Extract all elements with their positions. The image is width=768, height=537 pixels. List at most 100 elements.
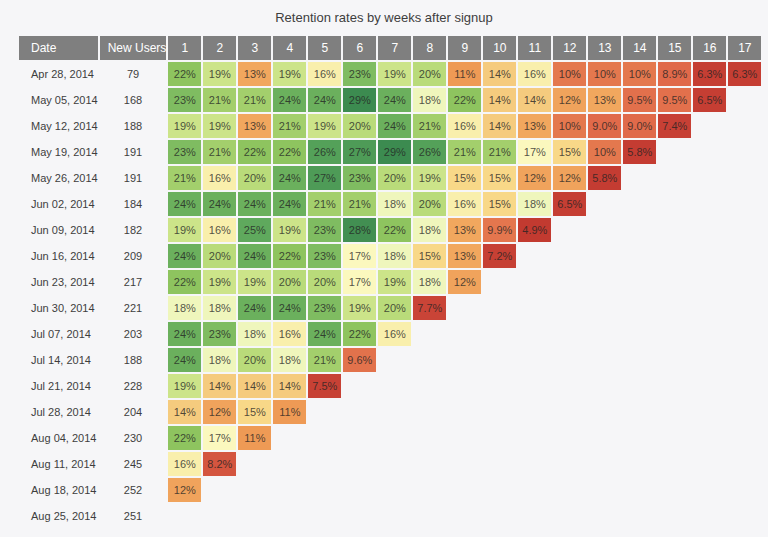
new-users-cell: 191 [100, 140, 167, 164]
empty-cell [413, 504, 446, 528]
empty-cell [448, 400, 481, 424]
retention-cell: 9.6% [343, 348, 376, 372]
empty-cell [483, 452, 516, 476]
empty-cell [693, 322, 726, 346]
empty-cell [623, 426, 656, 450]
empty-cell [553, 270, 586, 294]
column-header-week-11: 11 [518, 36, 551, 60]
empty-cell [553, 400, 586, 424]
cohort-row: Jul 28, 201420414%12%15%11% [19, 400, 761, 424]
retention-cell: 14% [483, 88, 516, 112]
empty-cell [623, 504, 656, 528]
empty-cell [343, 374, 376, 398]
empty-cell [658, 140, 691, 164]
retention-cell: 24% [273, 296, 306, 320]
retention-cell: 23% [308, 244, 341, 268]
empty-cell [588, 296, 621, 320]
empty-cell [623, 218, 656, 242]
cohort-date-cell: Jul 07, 2014 [19, 322, 98, 346]
retention-cell: 14% [518, 88, 551, 112]
retention-cell: 16% [168, 452, 201, 476]
empty-cell [588, 244, 621, 268]
retention-cell: 21% [168, 166, 201, 190]
retention-cell: 9.0% [588, 114, 621, 138]
retention-cell: 24% [378, 88, 411, 112]
empty-cell [273, 504, 306, 528]
new-users-cell: 203 [100, 322, 167, 346]
empty-cell [518, 504, 551, 528]
empty-cell [693, 192, 726, 216]
retention-cell: 18% [238, 322, 271, 346]
empty-cell [553, 478, 586, 502]
empty-cell [693, 244, 726, 268]
empty-cell [273, 452, 306, 476]
retention-cell: 16% [273, 322, 306, 346]
retention-cell: 21% [308, 348, 341, 372]
empty-cell [343, 452, 376, 476]
retention-cell: 24% [273, 88, 306, 112]
new-users-cell: 230 [100, 426, 167, 450]
retention-cell: 18% [203, 296, 236, 320]
empty-cell [658, 244, 691, 268]
cohort-row: May 26, 201419121%16%20%24%27%23%20%19%1… [19, 166, 761, 190]
cohort-date-cell: Aug 25, 2014 [19, 504, 98, 528]
cohort-row: Jun 30, 201422118%18%24%24%23%19%20%7.7% [19, 296, 761, 320]
retention-cell: 12% [518, 166, 551, 190]
new-users-cell: 184 [100, 192, 167, 216]
retention-cell: 12% [553, 166, 586, 190]
empty-cell [728, 192, 761, 216]
empty-cell [413, 426, 446, 450]
empty-cell [483, 322, 516, 346]
cohort-date-cell: Jul 28, 2014 [19, 400, 98, 424]
empty-cell [553, 244, 586, 268]
cohort-row: Aug 18, 201425212% [19, 478, 761, 502]
cohort-date-cell: Jul 14, 2014 [19, 348, 98, 372]
cohort-row: May 19, 201419123%21%22%22%26%27%29%26%2… [19, 140, 761, 164]
empty-cell [728, 244, 761, 268]
empty-cell [693, 296, 726, 320]
empty-cell [203, 504, 236, 528]
retention-cell: 20% [378, 296, 411, 320]
empty-cell [553, 296, 586, 320]
retention-cell: 14% [203, 374, 236, 398]
new-users-cell: 217 [100, 270, 167, 294]
empty-cell [588, 426, 621, 450]
empty-cell [728, 166, 761, 190]
retention-cell: 19% [378, 62, 411, 86]
retention-cell: 18% [168, 296, 201, 320]
retention-cell: 11% [448, 62, 481, 86]
empty-cell [413, 374, 446, 398]
empty-cell [693, 400, 726, 424]
empty-cell [238, 452, 271, 476]
empty-cell [588, 218, 621, 242]
empty-cell [728, 348, 761, 372]
retention-cell: 19% [378, 270, 411, 294]
retention-cell: 25% [238, 218, 271, 242]
retention-cell: 24% [168, 244, 201, 268]
empty-cell [518, 452, 551, 476]
empty-cell [518, 478, 551, 502]
empty-cell [238, 478, 271, 502]
empty-cell [483, 426, 516, 450]
empty-cell [658, 400, 691, 424]
retention-cell: 24% [238, 192, 271, 216]
column-header-week-8: 8 [413, 36, 446, 60]
empty-cell [623, 244, 656, 268]
empty-cell [483, 374, 516, 398]
header-row: Date New Users 1234567891011121314151617 [19, 36, 761, 60]
retention-cell: 22% [378, 218, 411, 242]
retention-cell: 19% [168, 218, 201, 242]
empty-cell [483, 296, 516, 320]
empty-cell [413, 478, 446, 502]
empty-cell [483, 400, 516, 424]
retention-cell: 16% [448, 114, 481, 138]
retention-cell: 23% [308, 218, 341, 242]
empty-cell [448, 504, 481, 528]
empty-cell [658, 348, 691, 372]
retention-cell: 10% [588, 140, 621, 164]
empty-cell [693, 270, 726, 294]
retention-cell: 17% [203, 426, 236, 450]
empty-cell [728, 140, 761, 164]
retention-cell: 17% [518, 140, 551, 164]
empty-cell [553, 426, 586, 450]
